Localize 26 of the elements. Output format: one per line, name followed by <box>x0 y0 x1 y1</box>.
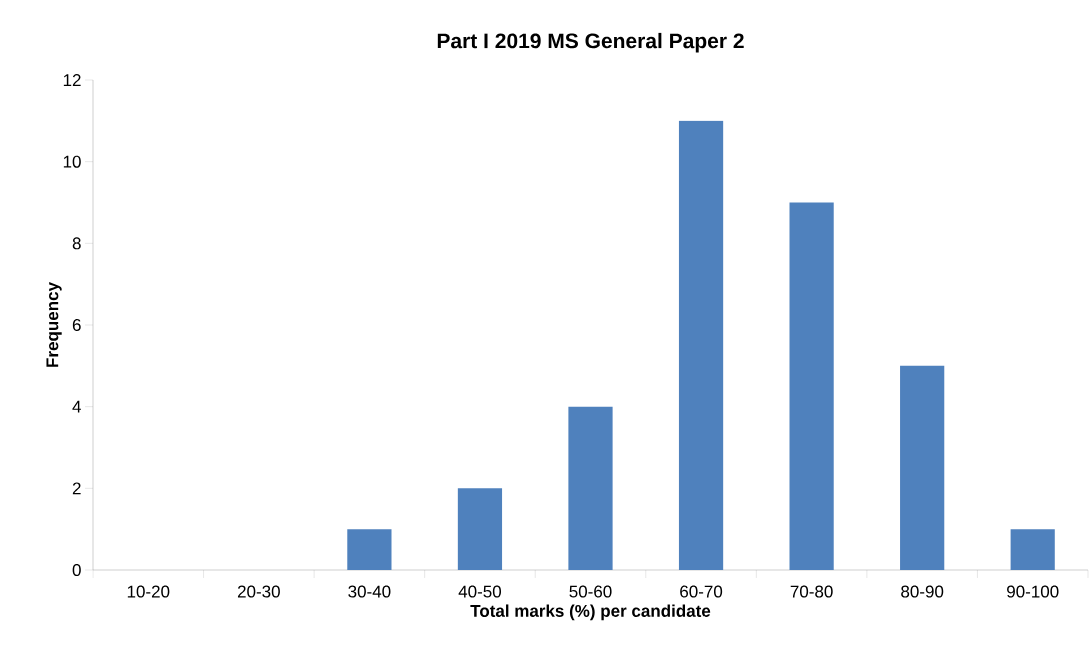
x-tick-label: 40-50 <box>458 585 502 598</box>
bar <box>568 406 613 570</box>
y-tick-label: 12 <box>63 74 81 86</box>
y-tick-label: 6 <box>72 318 81 332</box>
x-tick-label: 10-20 <box>127 585 170 598</box>
x-tick-label: 90-100 <box>1007 585 1059 598</box>
x-tick-label: 50-60 <box>569 585 612 598</box>
y-axis-title: Frequency <box>46 282 62 367</box>
chart-title: Part I 2019 MS General Paper 2 <box>437 32 744 53</box>
x-tick-label: 80-90 <box>901 585 944 598</box>
y-tick-label: 0 <box>72 563 81 577</box>
bar <box>678 120 724 570</box>
y-tick-label: 2 <box>72 482 81 495</box>
bar <box>900 365 945 570</box>
x-tick-label: 70-80 <box>790 585 833 598</box>
x-tick-label: 20-30 <box>237 585 280 598</box>
bar <box>347 529 392 570</box>
x-tick-label: 30-40 <box>348 585 391 598</box>
y-tick-label: 10 <box>63 155 81 168</box>
x-axis-title: Total marks (%) per candidate <box>470 604 711 621</box>
x-tick-label: 60-70 <box>680 585 723 598</box>
bar <box>789 202 834 570</box>
bar <box>1010 529 1055 570</box>
bar <box>457 488 503 570</box>
y-tick-label: 8 <box>72 237 81 250</box>
y-tick-label: 4 <box>72 400 81 413</box>
